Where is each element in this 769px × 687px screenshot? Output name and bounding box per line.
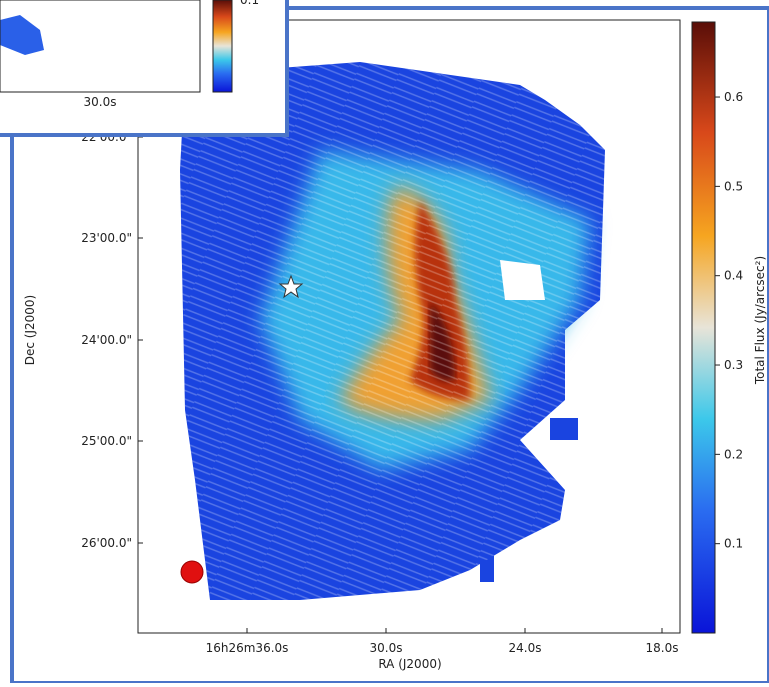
colorbar-label: Total Flux (Jy/arcsec²) [753,256,767,385]
x-tick-label: 30.0s [370,641,403,655]
x-tick-label: 16h26m36.0s [206,641,289,655]
inset-x-tick-label: 30.0s [84,95,117,109]
colorbar-tick-label: 0.1 [724,537,743,551]
x-tick-label: 24.0s [509,641,542,655]
colorbar-tick-label: 0.2 [724,447,743,461]
y-tick-label: 23'00.0" [81,231,132,245]
y-tick-label: 25'00.0" [81,434,132,448]
colorbar-tick-label: 0.3 [724,358,743,372]
flux-map [180,62,605,600]
x-axis-label: RA (J2000) [378,657,441,671]
colorbar-tick-label: 0.6 [724,90,743,104]
colorbar-tick-label: 0.5 [724,179,743,193]
y-axis-label: Dec (J2000) [23,295,37,365]
y-tick-label: 26'00.0" [81,536,132,550]
inset: 30.0s 0.1 [0,0,289,137]
colorbar [691,21,716,634]
colorbar-tick-label: 0.4 [724,269,743,283]
ticks: 16h26m36.0s30.0s24.0s18.0s22'00.0"23'00.… [81,90,743,655]
y-tick-label: 24'00.0" [81,333,132,347]
x-tick-label: 18.0s [646,641,679,655]
axes-frame [137,19,681,634]
star-marker [278,274,304,299]
beam-marker [180,560,204,584]
inset-colorbar-tick-label: 0.1 [240,0,259,7]
